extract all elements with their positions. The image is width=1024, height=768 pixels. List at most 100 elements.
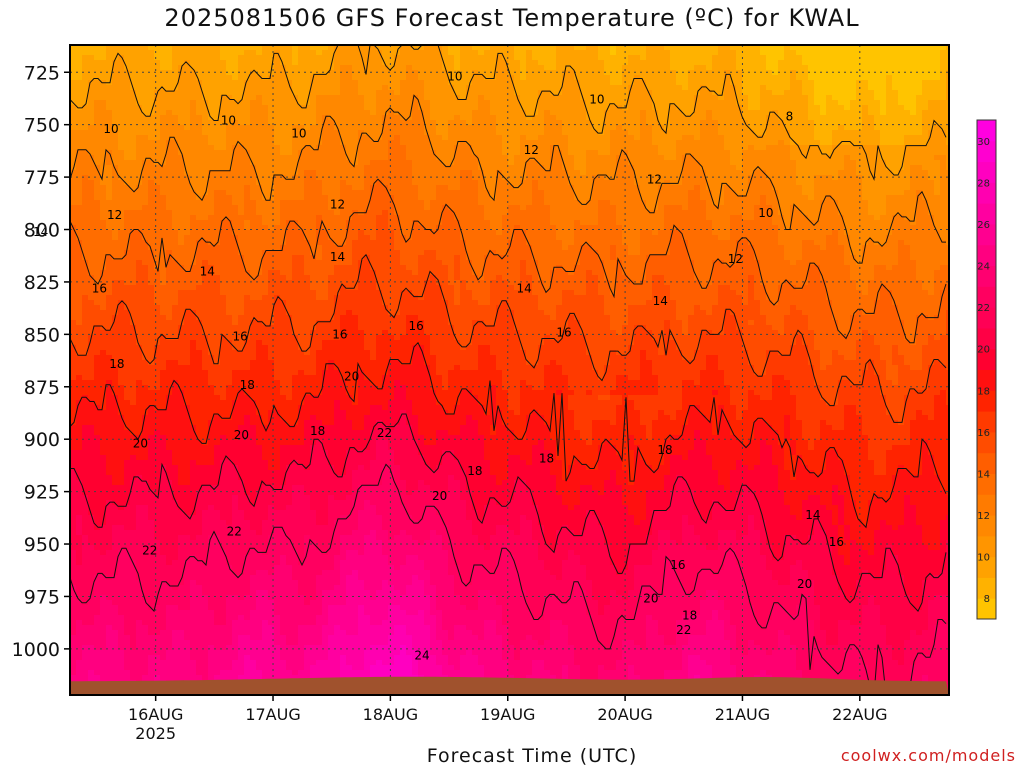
field-cell xyxy=(106,95,113,101)
field-cell xyxy=(256,600,263,606)
field-cell xyxy=(70,295,77,301)
field-cell xyxy=(112,555,119,561)
field-cell xyxy=(142,230,149,236)
field-cell xyxy=(202,240,209,246)
field-cell xyxy=(142,475,149,481)
field-cell xyxy=(256,370,263,376)
field-cell xyxy=(106,635,113,641)
field-cell xyxy=(202,430,209,436)
field-cell xyxy=(82,530,89,536)
field-cell xyxy=(88,210,95,216)
field-cell xyxy=(178,125,185,131)
field-cell xyxy=(298,270,305,276)
field-cell xyxy=(70,565,77,571)
field-cell xyxy=(148,645,155,651)
field-cell xyxy=(256,660,263,666)
field-cell xyxy=(178,590,185,596)
field-cell xyxy=(238,565,245,571)
field-cell xyxy=(100,245,107,251)
field-cell xyxy=(184,445,191,451)
field-cell xyxy=(100,120,107,126)
field-cell xyxy=(136,305,143,311)
field-cell xyxy=(268,310,275,316)
field-cell xyxy=(262,400,269,406)
field-cell xyxy=(136,300,143,306)
field-cell xyxy=(124,50,131,56)
field-cell xyxy=(100,345,107,351)
field-cell xyxy=(166,375,173,381)
field-cell xyxy=(118,60,125,66)
field-cell xyxy=(142,150,149,156)
field-cell xyxy=(220,435,227,441)
field-cell xyxy=(70,255,77,261)
field-cell xyxy=(166,420,173,426)
field-cell xyxy=(100,670,107,676)
field-cell xyxy=(118,215,125,221)
field-cell xyxy=(106,420,113,426)
field-cell xyxy=(82,185,89,191)
field-cell xyxy=(124,655,131,661)
field-cell xyxy=(214,235,221,241)
field-cell xyxy=(256,45,263,51)
field-cell xyxy=(262,410,269,416)
field-cell xyxy=(76,610,83,616)
field-cell xyxy=(124,275,131,281)
field-cell xyxy=(160,440,167,446)
field-cell xyxy=(262,75,269,81)
field-cell xyxy=(142,170,149,176)
field-cell xyxy=(196,570,203,576)
field-cell xyxy=(154,540,161,546)
field-cell xyxy=(262,505,269,511)
field-cell xyxy=(124,585,131,591)
field-cell xyxy=(106,440,113,446)
field-cell xyxy=(154,600,161,606)
field-cell xyxy=(274,265,281,271)
field-cell xyxy=(250,295,257,301)
field-cell xyxy=(262,355,269,361)
field-cell xyxy=(292,410,299,416)
field-cell xyxy=(166,50,173,56)
field-cell xyxy=(154,405,161,411)
field-cell xyxy=(172,55,179,61)
field-cell xyxy=(130,140,137,146)
field-cell xyxy=(124,315,131,321)
field-cell xyxy=(262,220,269,226)
field-cell xyxy=(130,215,137,221)
field-cell xyxy=(238,625,245,631)
field-cell xyxy=(112,160,119,166)
field-cell xyxy=(202,140,209,146)
field-cell xyxy=(172,585,179,591)
field-cell xyxy=(226,545,233,551)
field-cell xyxy=(148,355,155,361)
field-cell xyxy=(268,430,275,436)
field-cell xyxy=(142,165,149,171)
field-cell xyxy=(226,615,233,621)
field-cell xyxy=(226,270,233,276)
field-cell xyxy=(76,390,83,396)
field-cell xyxy=(208,185,215,191)
field-cell xyxy=(154,490,161,496)
field-cell xyxy=(226,675,233,681)
field-cell xyxy=(184,400,191,406)
field-cell xyxy=(82,665,89,671)
field-cell xyxy=(106,650,113,656)
field-cell xyxy=(250,380,257,386)
field-cell xyxy=(178,250,185,256)
field-cell xyxy=(94,635,101,641)
field-cell xyxy=(76,265,83,271)
field-cell xyxy=(178,325,185,331)
field-cell xyxy=(178,475,185,481)
field-cell xyxy=(280,355,287,361)
field-cell xyxy=(172,235,179,241)
field-cell xyxy=(226,485,233,491)
field-cell xyxy=(70,190,77,196)
field-cell xyxy=(106,100,113,106)
field-cell xyxy=(142,340,149,346)
field-cell xyxy=(112,255,119,261)
field-cell xyxy=(220,110,227,116)
field-cell xyxy=(154,625,161,631)
field-cell xyxy=(250,620,257,626)
field-cell xyxy=(154,300,161,306)
field-cell xyxy=(184,475,191,481)
field-cell xyxy=(148,370,155,376)
